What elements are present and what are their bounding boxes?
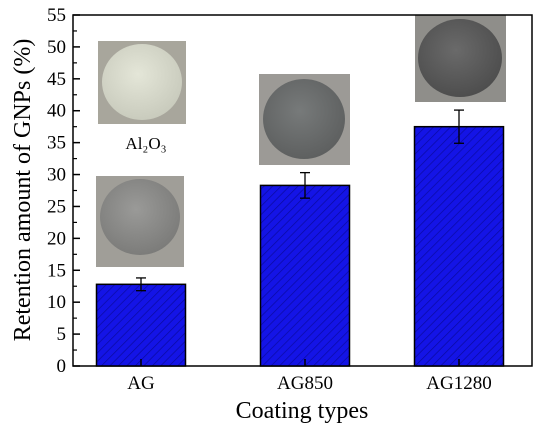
y-tick-label: 40 <box>47 101 66 122</box>
y-tick-label: 20 <box>47 228 66 249</box>
y-tick-label: 5 <box>57 324 67 345</box>
y-tick-label: 30 <box>47 165 66 186</box>
error-bar <box>136 277 146 292</box>
y-tick-label: 45 <box>47 69 66 90</box>
y-tick-label: 10 <box>47 292 66 313</box>
bar <box>413 125 505 367</box>
y-tick-label: 55 <box>47 5 66 26</box>
photo-caption-al2o3: Al₂O₃ <box>125 134 166 153</box>
bar <box>95 283 187 367</box>
x-tick-label: AG850 <box>277 373 333 394</box>
photo-al2o3 <box>98 41 186 124</box>
y-tick-label: 25 <box>47 196 66 217</box>
error-bar <box>454 109 464 144</box>
x-tick-label: AG <box>127 373 155 394</box>
y-axis-title: Retention amount of GNPs (%) <box>10 39 36 342</box>
photo-ag850 <box>259 74 350 165</box>
bars <box>95 109 505 367</box>
y-tick-label: 15 <box>47 260 66 281</box>
error-bar <box>300 171 310 199</box>
y-tick-label: 35 <box>47 133 66 154</box>
y-axis: 0 5 10 15 20 25 30 35 40 45 50 55 <box>47 5 80 377</box>
x-axis-title: Coating types <box>236 398 369 424</box>
x-tick-label: AG1280 <box>426 373 491 394</box>
y-tick-label: 0 <box>57 356 67 377</box>
y-tick-label: 50 <box>47 37 66 58</box>
x-axis: AG AG850 AG1280 <box>127 359 492 394</box>
bar <box>259 184 351 367</box>
photo-ag1280 <box>415 15 506 102</box>
photo-ag <box>96 176 184 267</box>
